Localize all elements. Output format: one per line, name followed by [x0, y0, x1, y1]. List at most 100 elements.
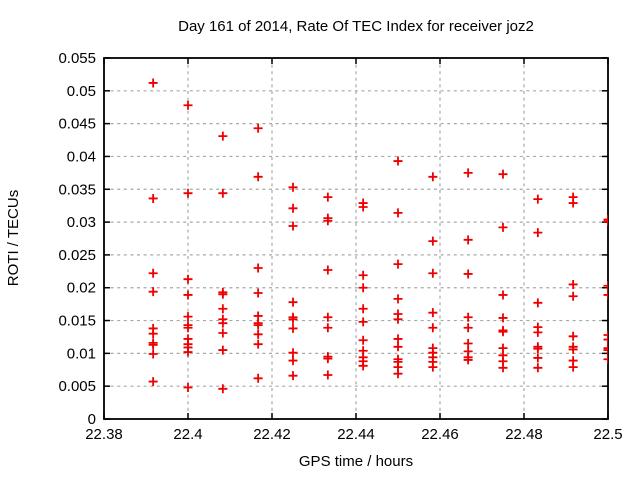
- data-point: [218, 384, 228, 394]
- data-point: [288, 314, 298, 324]
- data-point: [498, 290, 508, 300]
- data-point: [288, 356, 298, 366]
- data-point: [323, 370, 333, 380]
- data-point: [148, 377, 158, 387]
- data-point: [603, 214, 608, 224]
- y-tick-label: 0.015: [58, 313, 96, 330]
- data-point: [428, 308, 438, 318]
- y-tick-label: 0.03: [67, 214, 96, 231]
- data-point: [393, 208, 403, 218]
- data-point: [603, 354, 608, 364]
- data-point: [253, 329, 263, 339]
- y-tick-label: 0.04: [67, 148, 96, 165]
- data-point: [498, 169, 508, 179]
- data-point: [603, 330, 608, 340]
- data-point: [463, 168, 473, 178]
- data-point: [533, 353, 543, 363]
- data-point: [323, 323, 333, 333]
- tick-marks: [103, 57, 609, 420]
- data-point: [463, 235, 473, 245]
- data-point: [323, 216, 333, 226]
- data-point: [183, 382, 193, 392]
- data-point: [288, 297, 298, 307]
- data-point: [533, 327, 543, 337]
- data-point: [498, 313, 508, 323]
- data-point: [358, 304, 368, 314]
- data-point: [183, 188, 193, 198]
- tick-labels: 0 0.005 0.01 0.015 0.02 0.025 0.03 0.035 0.04 0.0…: [58, 50, 622, 443]
- data-point: [393, 342, 403, 352]
- data-point: [463, 312, 473, 322]
- data-point: [568, 344, 578, 354]
- data-point: [183, 274, 193, 284]
- data-point: [358, 361, 368, 371]
- data-point: [568, 279, 578, 289]
- y-tick-label: 0.055: [58, 50, 96, 67]
- y-tick-label: 0.01: [67, 345, 96, 362]
- data-point: [428, 236, 438, 246]
- data-point: [498, 327, 508, 337]
- data-point: [323, 354, 333, 364]
- data-point: [533, 228, 543, 238]
- data-point: [218, 289, 228, 299]
- data-point: [603, 290, 608, 300]
- data-point: [358, 270, 368, 280]
- data-point: [218, 318, 228, 328]
- data-point: [218, 328, 228, 338]
- data-point: [463, 355, 473, 365]
- data-point: [463, 323, 473, 333]
- x-tick-label: 22.42: [253, 426, 291, 443]
- data-point: [603, 216, 608, 226]
- data-point: [148, 268, 158, 278]
- data-point: [253, 172, 263, 182]
- data-point: [358, 283, 368, 293]
- data-point: [148, 193, 158, 203]
- data-point: [148, 287, 158, 297]
- data-point: [253, 123, 263, 133]
- data-point: [498, 222, 508, 232]
- gridlines: [104, 58, 608, 419]
- x-tick-label: 22.44: [337, 426, 375, 443]
- data-point: [148, 340, 158, 350]
- data-point: [498, 363, 508, 373]
- data-point: [393, 259, 403, 269]
- y-axis-label: ROTI / TECUs: [5, 190, 22, 286]
- x-tick-label: 22.4: [173, 426, 202, 443]
- data-point: [323, 192, 333, 202]
- data-point: [253, 373, 263, 383]
- data-point: [183, 100, 193, 110]
- data-point: [603, 343, 608, 353]
- data-point: [323, 265, 333, 275]
- data-point: [533, 298, 543, 308]
- y-tick-label: 0.035: [58, 181, 96, 198]
- data-point: [428, 362, 438, 372]
- data-point: [253, 339, 263, 349]
- data-point: [568, 198, 578, 208]
- y-tick-label: 0.025: [58, 247, 96, 264]
- x-tick-label: 22.48: [505, 426, 543, 443]
- data-point: [288, 221, 298, 231]
- axis-labels: Day 161 of 2014, Rate Of TEC Index for r…: [5, 18, 534, 470]
- data-point: [393, 369, 403, 379]
- data-point: [463, 339, 473, 349]
- data-point: [533, 344, 543, 354]
- data-point: [568, 331, 578, 341]
- x-tick-label: 22.46: [421, 426, 459, 443]
- data-point: [603, 335, 608, 345]
- data-point: [183, 347, 193, 357]
- data-point: [148, 349, 158, 359]
- data-point: [358, 202, 368, 212]
- data-point: [148, 329, 158, 339]
- data-point: [358, 317, 368, 327]
- x-tick-label: 22.5: [593, 426, 622, 443]
- data-points: [148, 78, 608, 394]
- data-point: [428, 323, 438, 333]
- y-tick-label: 0: [88, 411, 96, 428]
- data-point: [533, 194, 543, 204]
- x-axis-label: GPS time / hours: [299, 453, 413, 470]
- data-point: [358, 335, 368, 345]
- data-point: [218, 304, 228, 314]
- data-point: [183, 312, 193, 322]
